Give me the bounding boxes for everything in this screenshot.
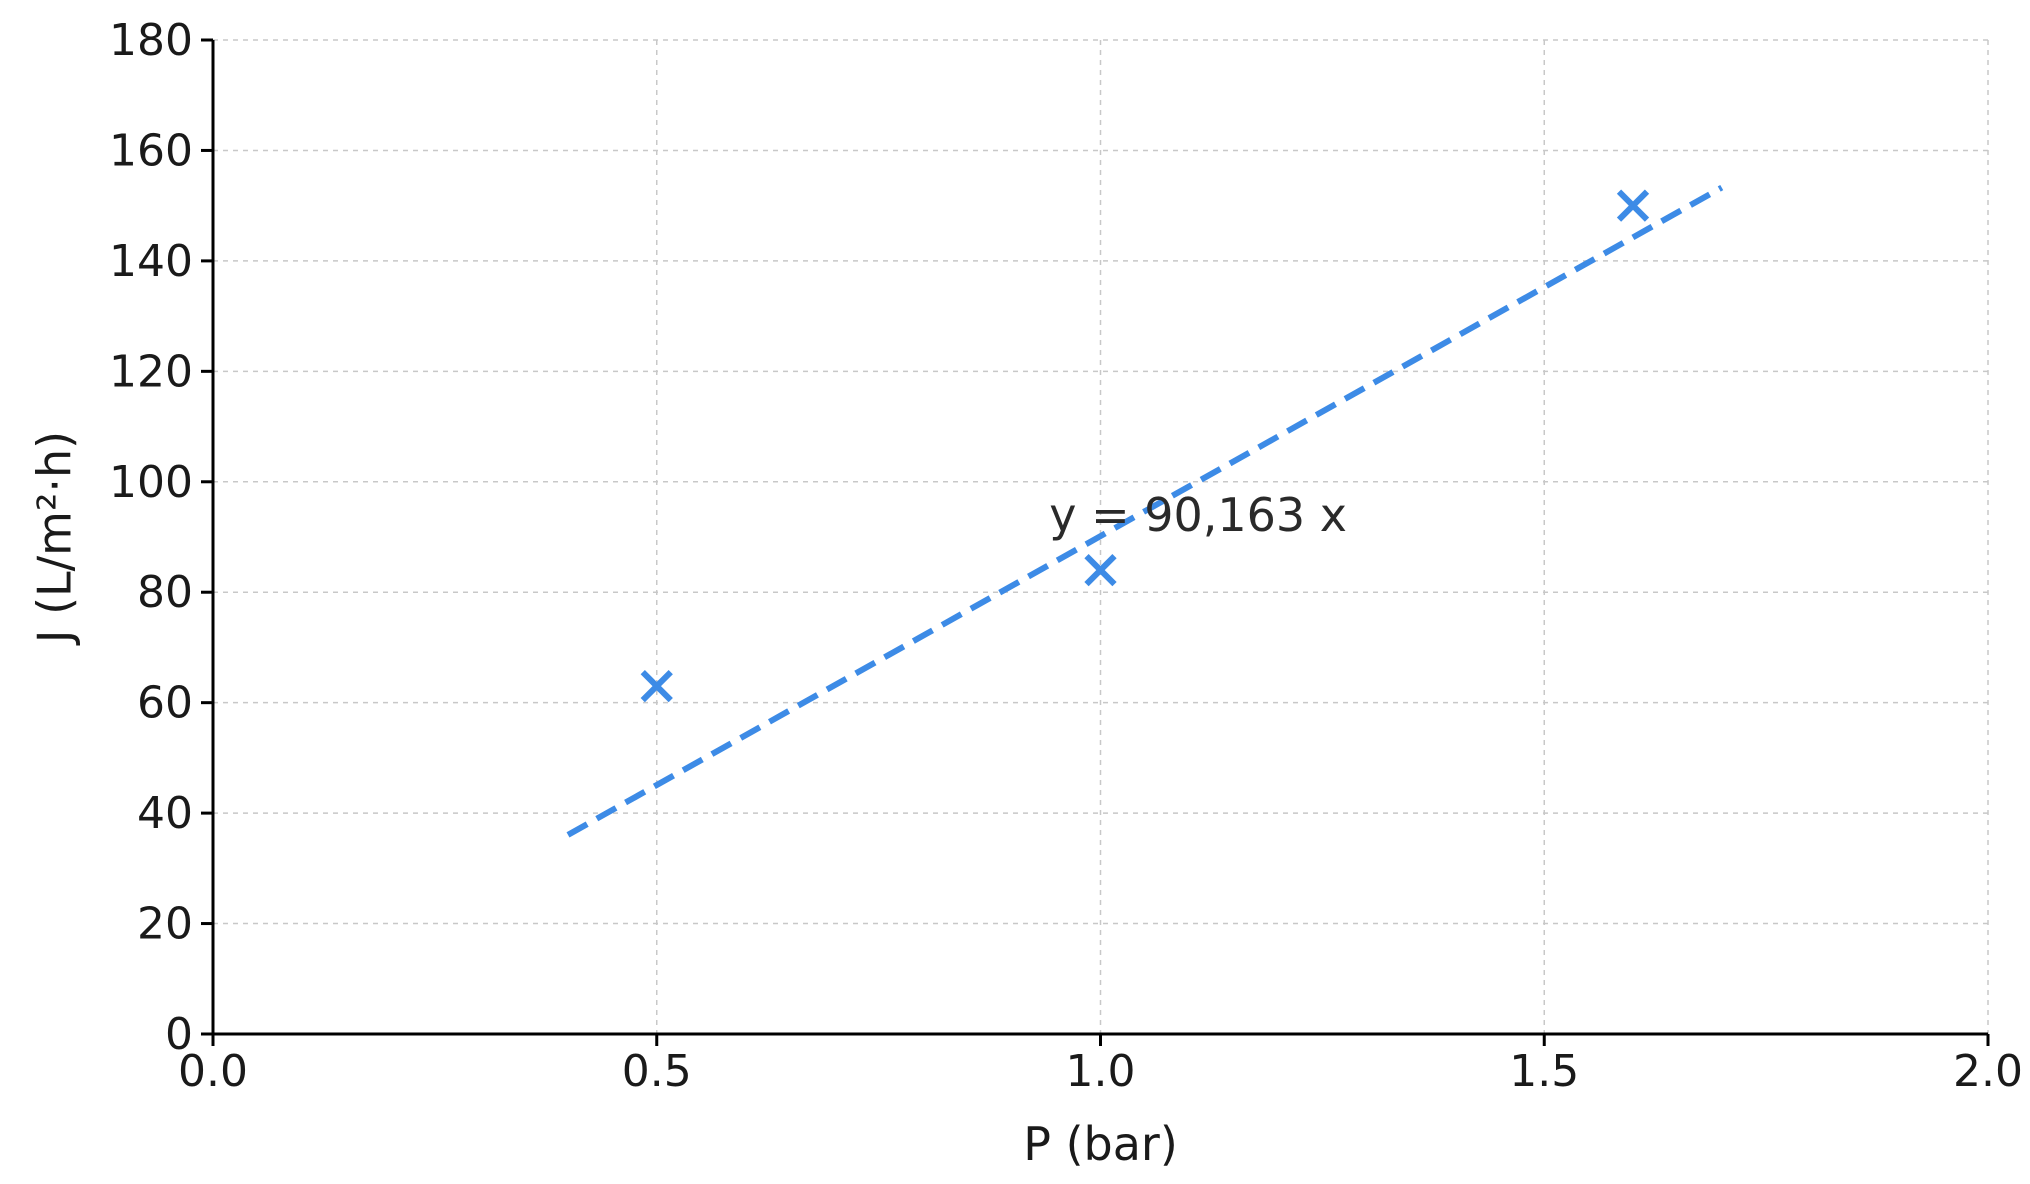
y-tick-label: 160 bbox=[109, 125, 193, 176]
x-tick-label: 1.5 bbox=[1509, 1046, 1579, 1097]
y-axis-label: J (L/m²·h) bbox=[28, 431, 82, 646]
data-point-marker bbox=[640, 669, 673, 703]
y-tick-label: 120 bbox=[109, 346, 193, 397]
y-tick-label: 40 bbox=[137, 788, 193, 839]
x-tick-label: 2.0 bbox=[1953, 1046, 2023, 1097]
x-tick-label: 1.0 bbox=[1066, 1046, 1136, 1097]
marker-stroke bbox=[1084, 554, 1117, 587]
x-tick-label: 0.5 bbox=[622, 1046, 692, 1097]
marker-stroke bbox=[640, 669, 673, 703]
trendline bbox=[566, 184, 1724, 838]
y-tick-label: 140 bbox=[109, 236, 193, 287]
y-tick-label: 100 bbox=[109, 457, 193, 508]
x-tick-label: 0.0 bbox=[178, 1046, 248, 1097]
y-tick-label: 80 bbox=[137, 567, 193, 618]
marker-stroke bbox=[1616, 189, 1650, 222]
y-tick-label: 60 bbox=[137, 678, 193, 729]
data-point-marker bbox=[1616, 189, 1650, 222]
ticks: 0.0 0.5 1.0 1.5 2.0 0 20 40 60 80 100 120 140 160 180 bbox=[109, 15, 2023, 1097]
data-marks bbox=[566, 184, 1724, 838]
y-tick-label: 0 bbox=[165, 1009, 193, 1060]
fit-equation-annotation: y = 90,163 x bbox=[1049, 488, 1347, 542]
y-tick-label: 180 bbox=[109, 15, 193, 66]
y-tick-label: 20 bbox=[137, 899, 193, 950]
data-point-marker bbox=[1084, 554, 1117, 587]
x-axis-label: P (bar) bbox=[1023, 1117, 1178, 1171]
